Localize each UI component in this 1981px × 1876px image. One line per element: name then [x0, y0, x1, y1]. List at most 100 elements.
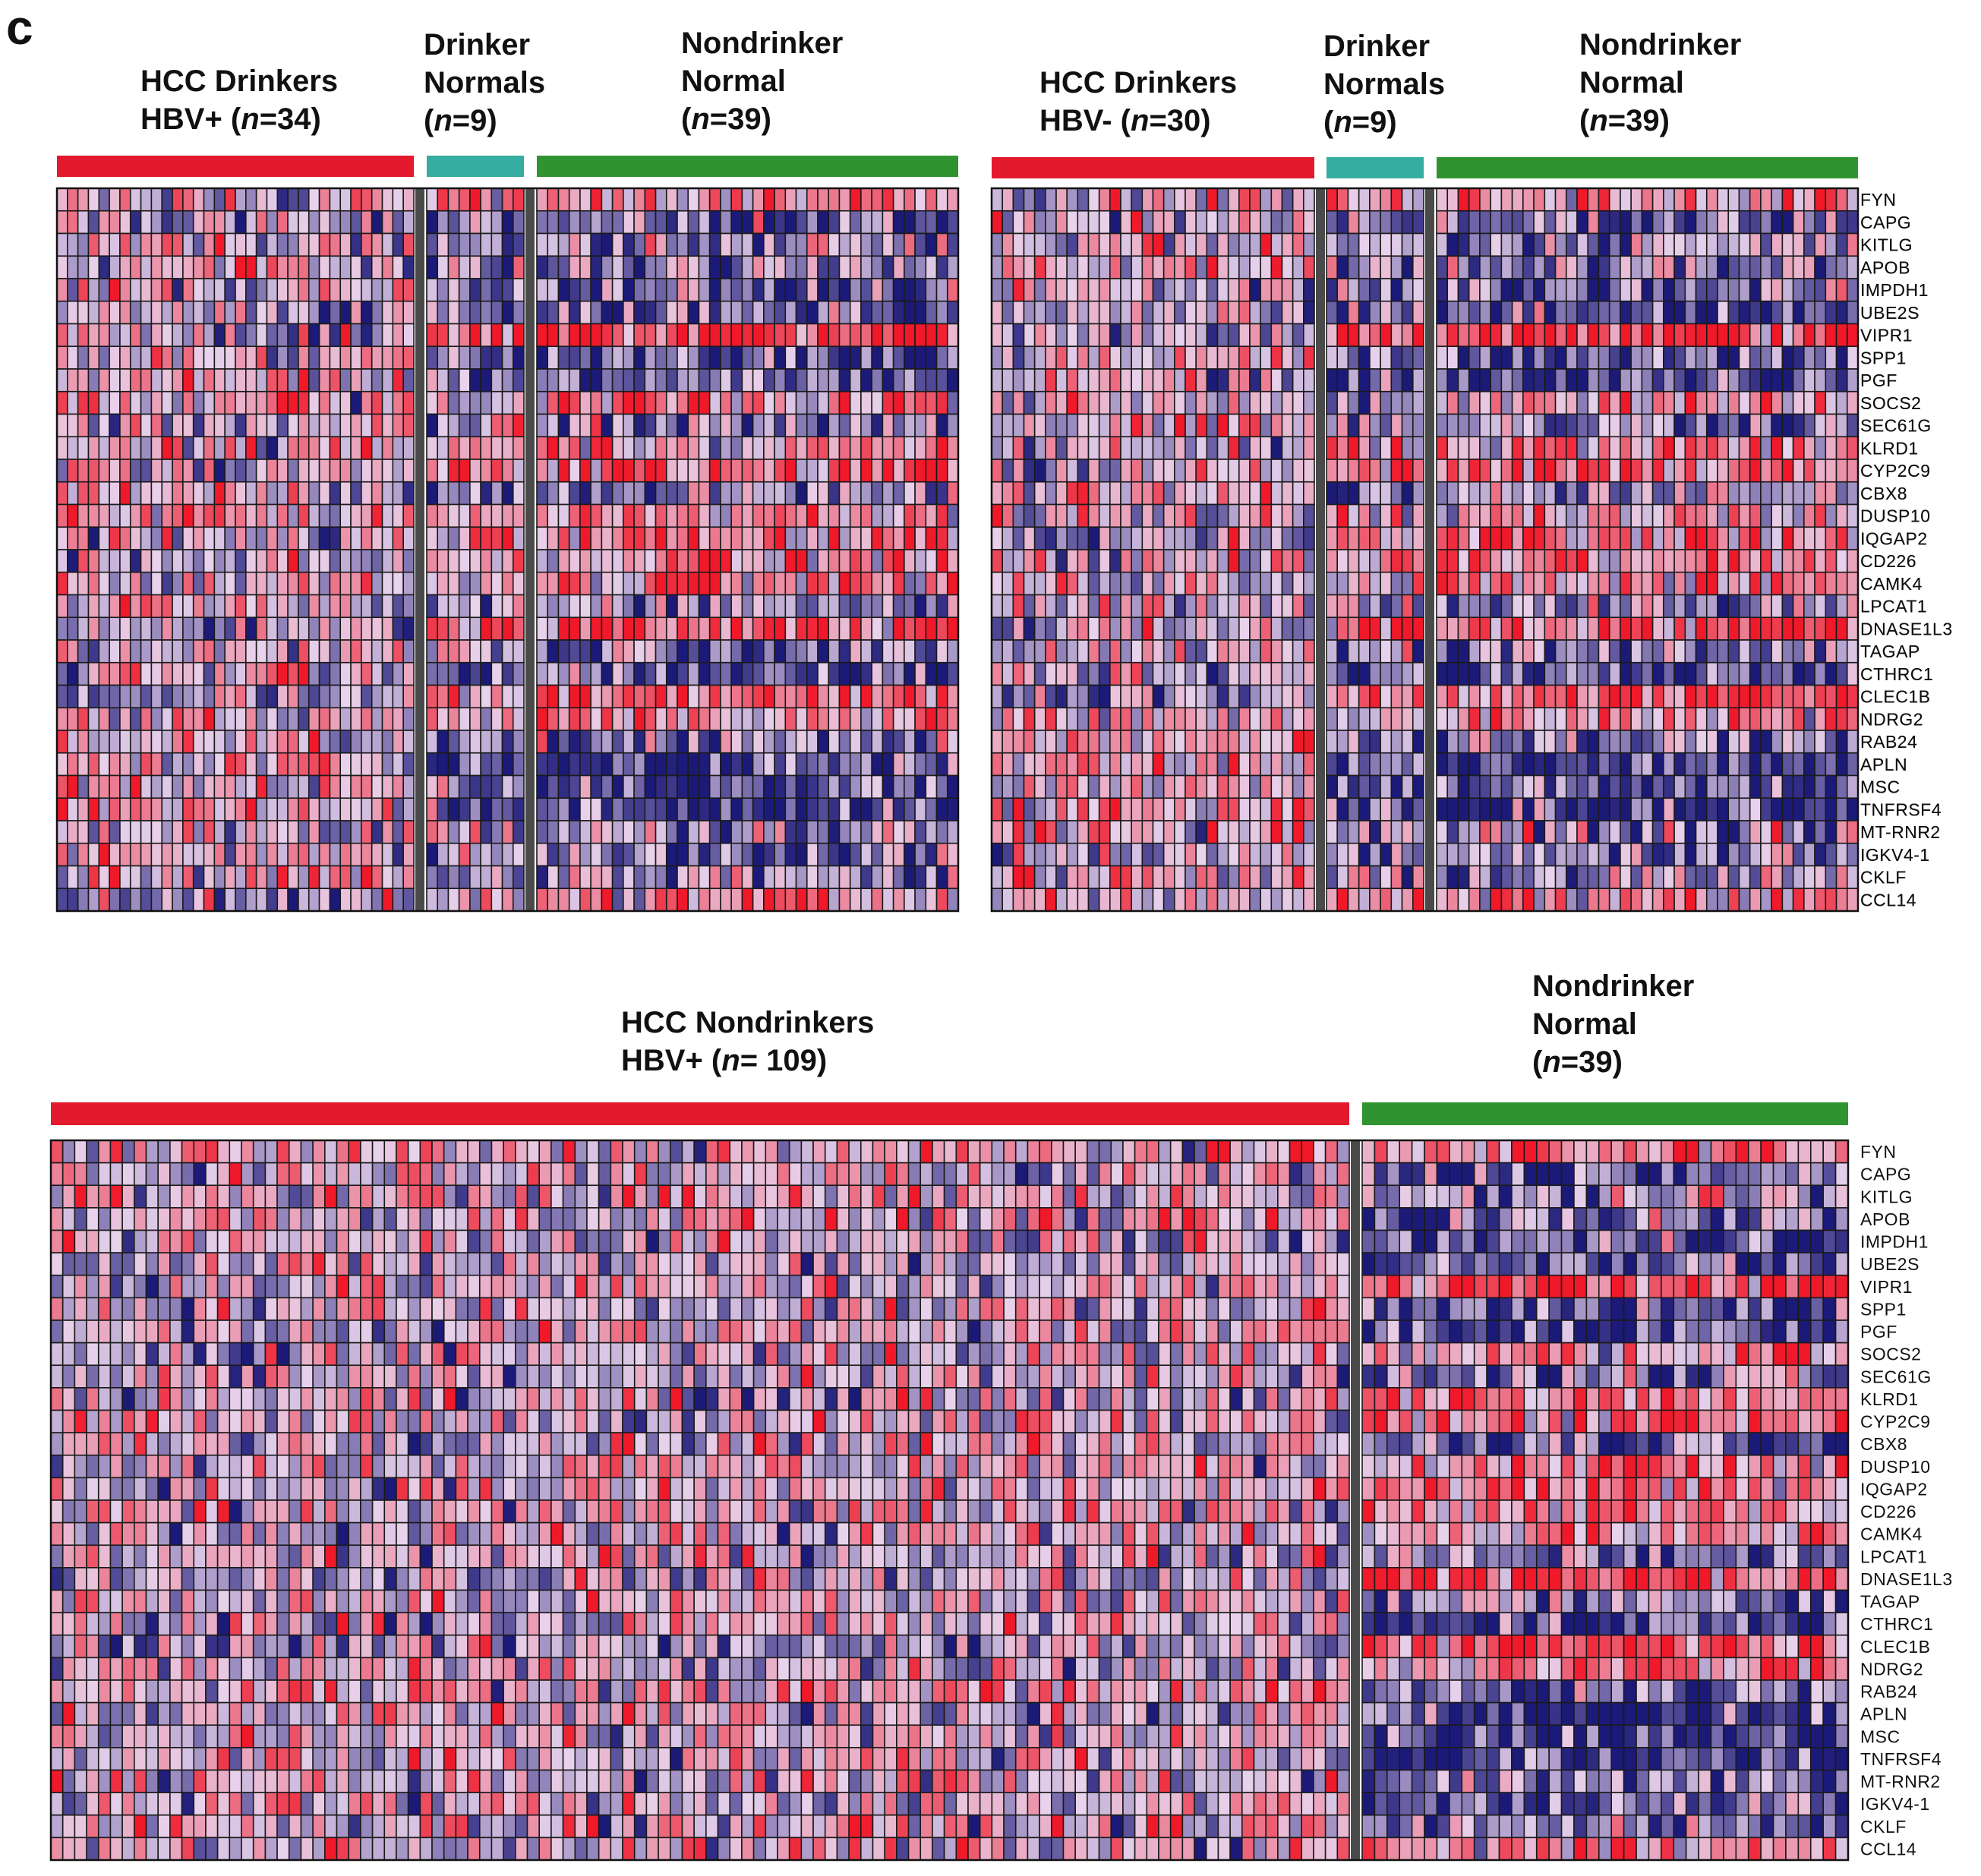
heatmap-cell — [402, 661, 415, 686]
heatmap-cell — [1436, 255, 1449, 279]
heatmap-cell — [512, 639, 525, 664]
heatmap-cell — [1479, 684, 1491, 709]
heatmap-cell — [687, 797, 700, 821]
heatmap-cell — [611, 459, 624, 483]
heatmap-cell — [109, 210, 121, 235]
heatmap-cell — [708, 888, 721, 912]
heatmap-cell — [447, 549, 460, 573]
heatmap-cell — [644, 730, 657, 754]
gene-label: SOCS2 — [1860, 393, 1921, 413]
heatmap-cell — [1174, 616, 1186, 641]
heatmap-cell — [1174, 188, 1186, 212]
heatmap-cell — [914, 481, 927, 506]
heatmap-cell — [1023, 345, 1036, 370]
heatmap-cell — [1336, 661, 1349, 686]
heatmap-cell — [87, 752, 100, 777]
heatmap-cell — [447, 503, 460, 528]
group-label-nondrinker-0: Nondrinker Normal (n=39) — [681, 27, 843, 136]
heatmap-cell — [1216, 436, 1229, 460]
heatmap-cell — [579, 300, 591, 325]
heatmap-cell — [203, 436, 216, 460]
heatmap-cell — [1846, 684, 1859, 709]
heatmap-cell — [129, 188, 142, 212]
heatmap-cell — [501, 707, 514, 731]
heatmap-cell — [371, 730, 383, 754]
heatmap-cell — [1195, 526, 1208, 550]
heatmap-cell — [192, 210, 205, 235]
heatmap-cell — [536, 684, 549, 709]
heatmap-cell — [447, 345, 460, 370]
heatmap-cell — [1598, 639, 1610, 664]
heatmap-cell — [633, 774, 646, 799]
heatmap-cell — [1281, 639, 1294, 664]
heatmap-cell — [140, 888, 153, 912]
heatmap-cell — [946, 503, 959, 528]
heatmap-cell — [1012, 594, 1025, 619]
heatmap-cell — [361, 616, 373, 641]
heatmap-cell — [140, 436, 153, 460]
heatmap-cell — [892, 300, 905, 325]
heatmap-cell — [1554, 526, 1567, 550]
heatmap-cell — [1490, 526, 1503, 550]
heatmap-cell — [469, 616, 481, 641]
heatmap-cell — [1576, 797, 1589, 821]
heatmap-cell — [1749, 481, 1762, 506]
heatmap-cell — [1087, 571, 1100, 596]
heatmap-cell — [255, 323, 268, 348]
heatmap-cell — [1120, 571, 1132, 596]
heatmap-cell — [350, 888, 362, 912]
heatmap-cell — [56, 323, 68, 348]
heatmap-cell — [1238, 639, 1251, 664]
heatmap-cell — [469, 888, 481, 912]
heatmap-cell — [1641, 436, 1654, 460]
heatmap-cell — [1684, 300, 1697, 325]
heatmap-cell — [119, 278, 131, 302]
heatmap-cell — [1792, 503, 1805, 528]
heatmap-cell — [224, 842, 236, 867]
heatmap-cell — [774, 278, 787, 302]
heatmap-cell — [371, 842, 383, 867]
heatmap-cell — [925, 616, 938, 641]
heatmap-cell — [1835, 345, 1848, 370]
heatmap-cell — [437, 503, 450, 528]
heatmap-cell — [1792, 459, 1805, 483]
heatmap-cell — [1479, 278, 1491, 302]
heatmap-cell — [150, 707, 163, 731]
heatmap-cell — [491, 503, 503, 528]
heatmap-cell — [1326, 820, 1339, 844]
heatmap-cell — [67, 730, 79, 754]
heatmap-cell — [1131, 390, 1143, 415]
heatmap-cell — [1598, 797, 1610, 821]
heatmap-cell — [1249, 345, 1261, 370]
heatmap-cell — [849, 730, 862, 754]
heatmap-cell — [150, 820, 163, 844]
heatmap-cell — [150, 774, 163, 799]
heatmap-cell — [1825, 707, 1837, 731]
heatmap-cell — [633, 390, 646, 415]
heatmap-cell — [665, 390, 678, 415]
heatmap-cell — [308, 571, 320, 596]
heatmap-cell — [350, 255, 362, 279]
heatmap-cell — [644, 639, 657, 664]
heatmap-cell — [1045, 661, 1057, 686]
heatmap-cell — [665, 616, 678, 641]
heatmap-cell — [77, 571, 90, 596]
heatmap-cell — [536, 255, 549, 279]
heatmap-cell — [1814, 730, 1827, 754]
heatmap-cell — [1412, 730, 1424, 754]
heatmap-cell — [1270, 210, 1283, 235]
heatmap-cell — [1846, 616, 1859, 641]
heatmap-cell — [547, 888, 560, 912]
heatmap-cell — [579, 210, 591, 235]
heatmap-cell — [1544, 255, 1557, 279]
heatmap-cell — [1738, 481, 1751, 506]
heatmap-cell — [318, 730, 331, 754]
heatmap-cell — [1533, 368, 1546, 393]
heatmap-cell — [172, 571, 184, 596]
heatmap-cell — [172, 436, 184, 460]
heatmap-cell — [720, 278, 732, 302]
heatmap-cell — [318, 390, 331, 415]
heatmap-cell — [276, 255, 289, 279]
heatmap-cell — [402, 707, 415, 731]
heatmap-cell — [56, 526, 68, 550]
